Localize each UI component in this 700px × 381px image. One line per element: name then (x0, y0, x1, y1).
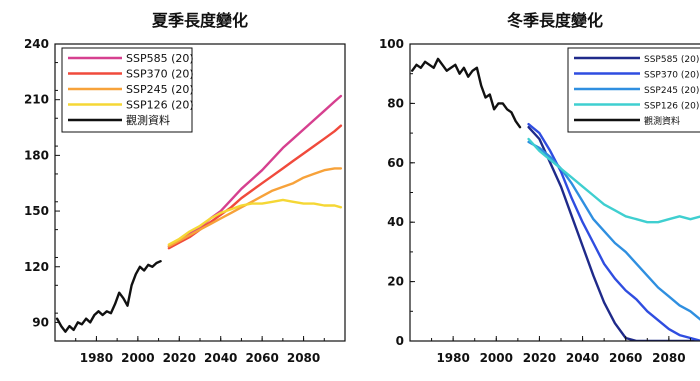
winter-legend-label-0: SSP585 (20) (644, 55, 699, 65)
summer-legend: SSP585 (20) SSP370 (20) SSP245 (20) SSP126 … (61, 47, 194, 133)
summer-series-line-0 (167, 94, 343, 248)
winter-series-line-3 (527, 137, 700, 224)
winter-x-tick-label-2: 2020 (523, 351, 556, 365)
winter-y-tick-label-3: 60 (387, 156, 404, 170)
summer-x-tick-label-4: 2060 (245, 351, 278, 365)
summer-x-tick-label-0: 1980 (80, 351, 113, 365)
winter-series-line-4 (411, 57, 522, 129)
summer-legend-label-0: SSP585 (20) (126, 52, 194, 65)
winter-y-tick-label-2: 40 (387, 215, 404, 229)
winter-x-tick-label-0: 1980 (436, 351, 469, 365)
summer-x-tick-label-5: 2080 (287, 351, 320, 365)
summer-series-line-3 (167, 198, 343, 246)
summer-y-tick-label-0: 90 (32, 315, 49, 329)
summer-x-tick-label-2: 2020 (163, 351, 196, 365)
winter-chart-title: 冬季長度變化 (507, 11, 603, 30)
winter-y-tick-label-4: 80 (387, 96, 404, 110)
winter-legend: SSP585 (20) SSP370 (20) SSP245 (20) SSP126 … (567, 47, 700, 133)
summer-x-tick-label-3: 2040 (204, 351, 237, 365)
summer-x-tick-label-1: 2000 (121, 351, 154, 365)
summer-y-tick-label-4: 210 (24, 93, 49, 107)
summer-y-tick-label-2: 150 (24, 204, 49, 218)
winter-series-line-0 (527, 126, 700, 341)
summer-y-tick-label-3: 180 (24, 148, 49, 162)
summer-chart-title: 夏季長度變化 (151, 11, 248, 30)
summer-series-line-2 (167, 167, 343, 248)
summer-legend-label-1: SSP370 (20) (126, 68, 194, 81)
winter-legend-label-4: 觀測資料 (644, 115, 680, 127)
summer-series-line-4 (55, 260, 162, 333)
winter-x-tick-label-4: 2060 (609, 351, 642, 365)
winter-y-tick-label-0: 0 (396, 334, 404, 348)
summer-legend-label-3: SSP126 (20) (126, 99, 194, 112)
winter-y-tick-label-5: 100 (379, 37, 404, 51)
summer-y-tick-label-5: 240 (24, 37, 49, 51)
winter-y-tick-label-1: 20 (387, 275, 404, 289)
winter-x-tick-label-3: 2040 (566, 351, 599, 365)
winter-x-tick-label-1: 2000 (480, 351, 513, 365)
summer-legend-label-2: SSP245 (20) (126, 83, 194, 96)
winter-legend-label-1: SSP370 (20) (644, 71, 699, 81)
winter-legend-label-3: SSP126 (20) (644, 102, 699, 112)
summer-y-tick-label-1: 120 (24, 260, 49, 274)
winter-x-tick-label-5: 2080 (652, 351, 685, 365)
winter-legend-label-2: SSP245 (20) (644, 86, 699, 96)
summer-length-chart: 夏季長度變化 90 120 150 180 210 240 1980 2000 2020 2040 2… (24, 11, 346, 365)
summer-legend-label-4: 觀測資料 (126, 113, 170, 127)
winter-series-line-1 (527, 123, 700, 341)
